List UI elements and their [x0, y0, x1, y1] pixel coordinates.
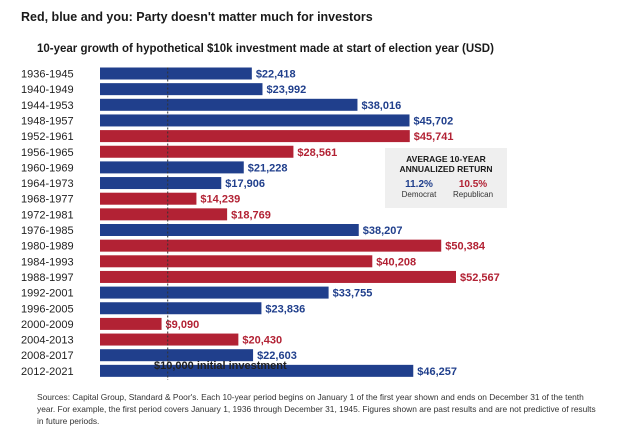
- page-title: Red, blue and you: Party doesn't matter …: [21, 10, 373, 24]
- value-label: $14,239: [200, 194, 240, 206]
- value-label: $9,090: [166, 319, 200, 331]
- category-label: 1948-1957: [21, 115, 74, 127]
- category-label: 1936-1945: [21, 69, 74, 81]
- sources-footnote: Sources: Capital Group, Standard & Poor'…: [37, 392, 596, 426]
- category-label: 1984-1993: [21, 256, 74, 268]
- bar: [100, 364, 414, 377]
- value-label: $45,702: [414, 115, 454, 127]
- value-label: $46,257: [417, 366, 457, 378]
- value-label: $50,384: [445, 241, 486, 253]
- bar: [100, 239, 442, 252]
- legend-republican-value: 10.5%: [458, 179, 488, 190]
- category-label: 1988-1997: [21, 272, 74, 284]
- category-label: 1952-1961: [21, 131, 74, 143]
- bar: [100, 145, 294, 158]
- value-label: $38,207: [363, 225, 403, 237]
- value-label: $20,430: [242, 335, 282, 347]
- bar: [100, 349, 254, 362]
- bar: [100, 130, 410, 143]
- bar: [100, 255, 373, 268]
- legend-republican: 10.5% Republican: [445, 179, 501, 199]
- bar: [100, 67, 252, 80]
- value-label: $33,755: [333, 288, 373, 300]
- bar: [100, 286, 329, 299]
- bar: [100, 302, 262, 315]
- category-label: 2008-2017: [21, 350, 74, 362]
- bar: [100, 161, 244, 174]
- category-label: 2004-2013: [21, 335, 74, 347]
- category-label: 1968-1977: [21, 194, 74, 206]
- bar: [100, 208, 228, 221]
- value-label: $21,228: [248, 162, 288, 174]
- category-label: 1956-1965: [21, 147, 74, 159]
- party-legend: AVERAGE 10-YEAR ANNUALIZED RETURN 11.2% …: [385, 148, 507, 208]
- value-label: $45,741: [414, 131, 454, 143]
- category-label: 1992-2001: [21, 288, 74, 300]
- value-label: $23,992: [266, 84, 306, 96]
- bar-chart: 1936-1945 $22,418 1940-1949 $23,992 1944-195…: [21, 67, 500, 380]
- category-label: 1976-1985: [21, 225, 74, 237]
- category-label: 1944-1953: [21, 100, 74, 112]
- bar: [100, 270, 456, 283]
- category-label: 1996-2005: [21, 303, 74, 315]
- chart-title: 10-year growth of hypothetical $10k inve…: [37, 43, 494, 55]
- category-label: 1940-1949: [21, 84, 74, 96]
- bar: [100, 98, 358, 111]
- baseline-label: $10,000 initial investment: [154, 360, 287, 372]
- category-label: 2012-2021: [21, 366, 74, 378]
- value-label: $17,906: [225, 178, 265, 190]
- bar: [100, 114, 410, 127]
- bar: [100, 317, 162, 330]
- legend-title: AVERAGE 10-YEAR ANNUALIZED RETURN: [399, 154, 493, 174]
- legend-democrat: 11.2% Democrat: [391, 179, 447, 199]
- legend-democrat-value: 11.2%: [405, 179, 433, 190]
- value-label: $22,603: [257, 350, 297, 362]
- category-label: 1960-1969: [21, 162, 74, 174]
- category-label: 1980-1989: [21, 241, 74, 253]
- category-label: 1964-1973: [21, 178, 74, 190]
- value-label: $40,208: [376, 256, 416, 268]
- value-label: $18,769: [231, 209, 271, 221]
- value-label: $52,567: [460, 272, 500, 284]
- bar: [100, 224, 359, 236]
- category-label: 1972-1981: [21, 209, 74, 221]
- legend-republican-label: Republican: [452, 190, 494, 199]
- legend-democrat-label: Democrat: [401, 190, 437, 199]
- bar: [100, 177, 222, 190]
- value-label: $22,418: [256, 69, 296, 81]
- value-label: $38,016: [361, 100, 401, 112]
- value-label: $28,561: [297, 147, 337, 159]
- category-label: 2000-2009: [21, 319, 74, 331]
- bar: [100, 83, 263, 96]
- bar: [100, 333, 239, 346]
- value-label: $23,836: [265, 303, 305, 315]
- bar: [100, 192, 197, 205]
